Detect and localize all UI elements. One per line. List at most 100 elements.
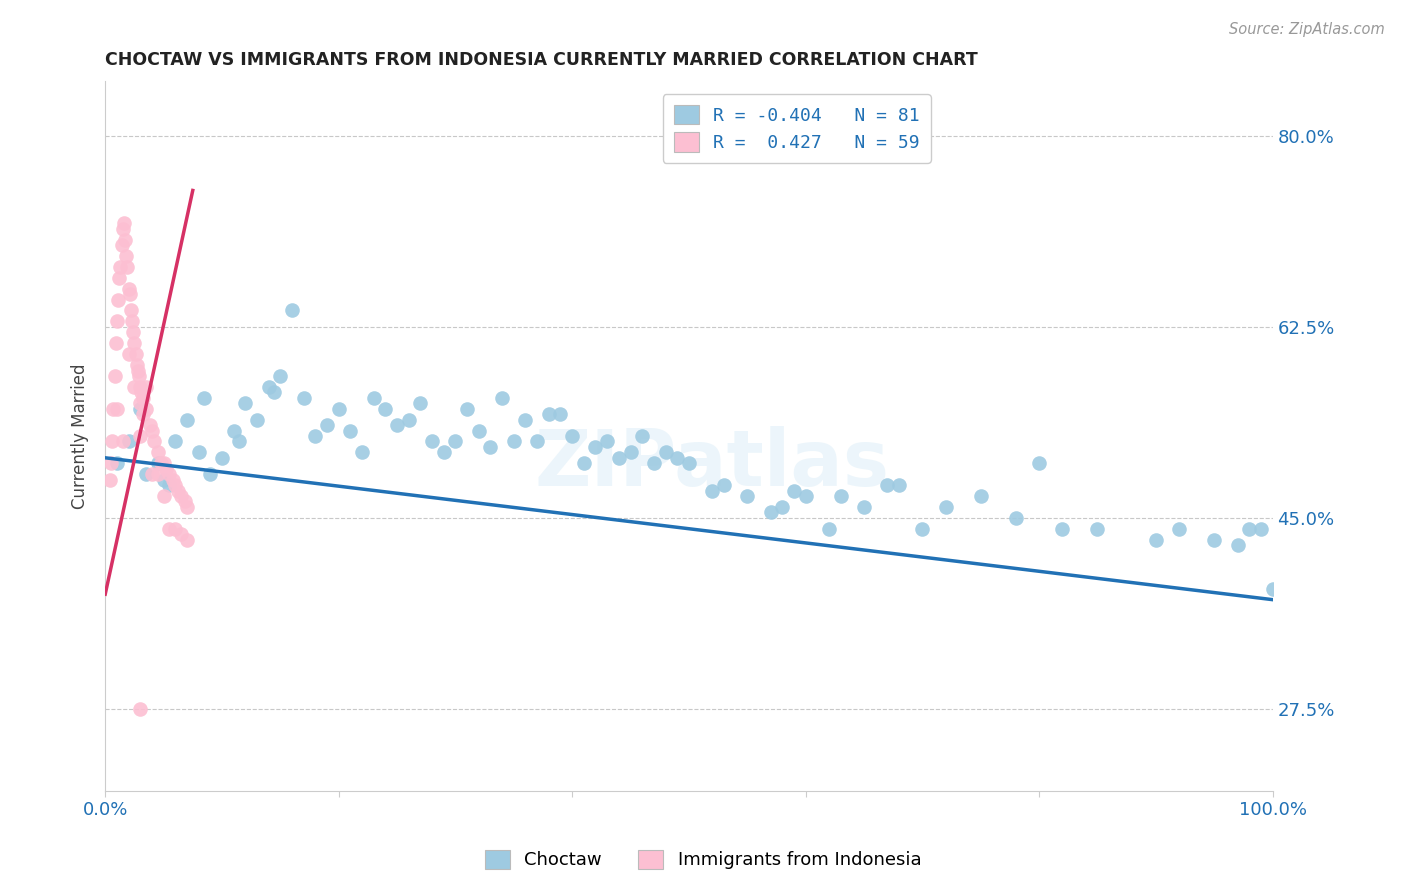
Point [211,450,233,465]
Point [515,412,537,426]
Point [409,396,432,410]
Point [146,456,169,470]
Point [157,522,180,536]
Point [468,424,491,438]
Point [131,385,153,400]
Point [112,216,135,230]
Point [852,500,875,514]
Point [105,314,128,328]
Point [117,282,139,296]
Point [115,249,138,263]
Point [876,478,898,492]
Point [444,434,467,449]
Point [170,489,193,503]
Point [187,445,209,459]
Point [103,401,125,416]
Point [162,473,184,487]
Point [456,401,478,416]
Point [125,358,148,372]
Point [110,260,132,274]
Point [166,483,188,498]
Point [1250,522,1272,536]
Point [200,467,222,482]
Point [150,456,173,470]
Point [101,434,124,449]
Point [104,336,127,351]
Legend: Choctaw, Immigrants from Indonesia: Choctaw, Immigrants from Indonesia [475,840,931,879]
Point [122,326,145,340]
Legend: R = -0.404   N = 81, R =  0.427   N = 59: R = -0.404 N = 81, R = 0.427 N = 59 [662,94,931,162]
Point [233,396,256,410]
Point [550,407,572,421]
Point [105,401,128,416]
Point [735,489,758,503]
Point [572,456,595,470]
Point [643,456,665,470]
Point [143,434,166,449]
Point [1087,522,1109,536]
Point [165,522,187,536]
Point [146,467,169,482]
Point [328,401,350,416]
Point [222,424,245,438]
Point [176,500,198,514]
Point [350,445,373,459]
Point [111,221,134,235]
Point [678,456,700,470]
Point [1226,538,1249,552]
Point [111,434,134,449]
Point [103,368,125,383]
Point [129,380,152,394]
Point [830,489,852,503]
Point [100,456,122,470]
Point [263,385,285,400]
Point [152,456,174,470]
Point [631,429,654,443]
Point [105,456,128,470]
Text: ZIPatlas: ZIPatlas [534,426,890,502]
Point [770,500,793,514]
Point [304,429,326,443]
Point [433,445,456,459]
Point [607,450,630,465]
Point [114,233,136,247]
Point [170,527,193,541]
Point [269,368,291,383]
Point [759,505,782,519]
Point [363,391,385,405]
Point [385,418,408,433]
Point [107,293,129,307]
Point [129,702,152,716]
Point [193,391,215,405]
Point [1144,533,1167,547]
Point [165,478,187,492]
Point [585,440,607,454]
Point [129,401,152,416]
Point [98,473,121,487]
Point [155,461,177,475]
Point [124,336,146,351]
Point [818,522,841,536]
Point [110,238,132,252]
Point [316,418,339,433]
Point [1004,511,1026,525]
Point [702,483,724,498]
Text: CHOCTAW VS IMMIGRANTS FROM INDONESIA CURRENTLY MARRIED CORRELATION CHART: CHOCTAW VS IMMIGRANTS FROM INDONESIA CUR… [105,51,979,69]
Point [135,380,157,394]
Point [561,429,583,443]
Point [526,434,548,449]
Point [152,473,174,487]
Point [129,429,152,443]
Point [794,489,817,503]
Point [398,412,420,426]
Point [420,434,443,449]
Point [124,380,146,394]
Point [131,407,153,421]
Point [491,391,513,405]
Point [118,287,141,301]
Point [713,478,735,492]
Point [666,450,689,465]
Point [117,434,139,449]
Point [152,489,174,503]
Point [176,533,198,547]
